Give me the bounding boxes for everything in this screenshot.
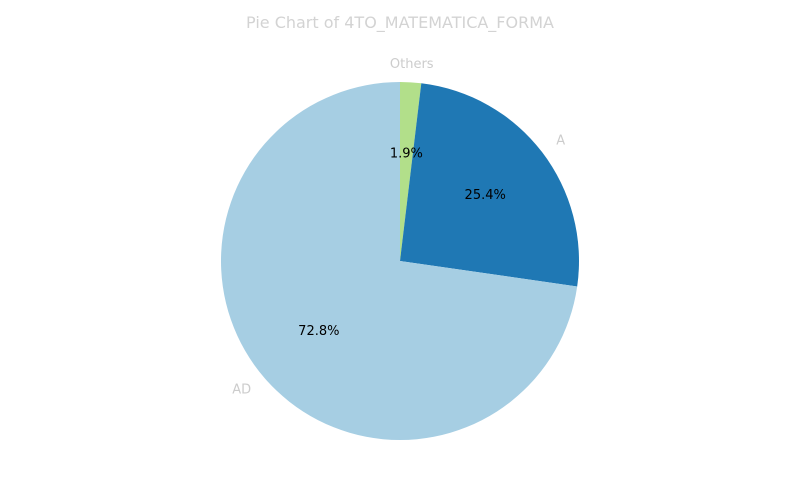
slice-pct-label-a: 25.4% (465, 188, 506, 203)
pie-slice-ad (221, 82, 578, 440)
pie-slice-others (400, 82, 422, 261)
slice-pct-label-ad: 72.8% (298, 324, 339, 339)
pie-labels: Others 1.9% A 25.4% AD 72.8% (232, 57, 565, 397)
slice-label-a: A (556, 134, 565, 149)
slice-label-ad: AD (232, 382, 251, 397)
pie-slices (221, 82, 579, 440)
slice-label-others: Others (390, 57, 434, 72)
chart-title: Pie Chart of 4TO_MATEMATICA_FORMA (246, 13, 554, 33)
slice-pct-label-others: 1.9% (390, 146, 423, 161)
pie-slice-a (400, 83, 579, 287)
